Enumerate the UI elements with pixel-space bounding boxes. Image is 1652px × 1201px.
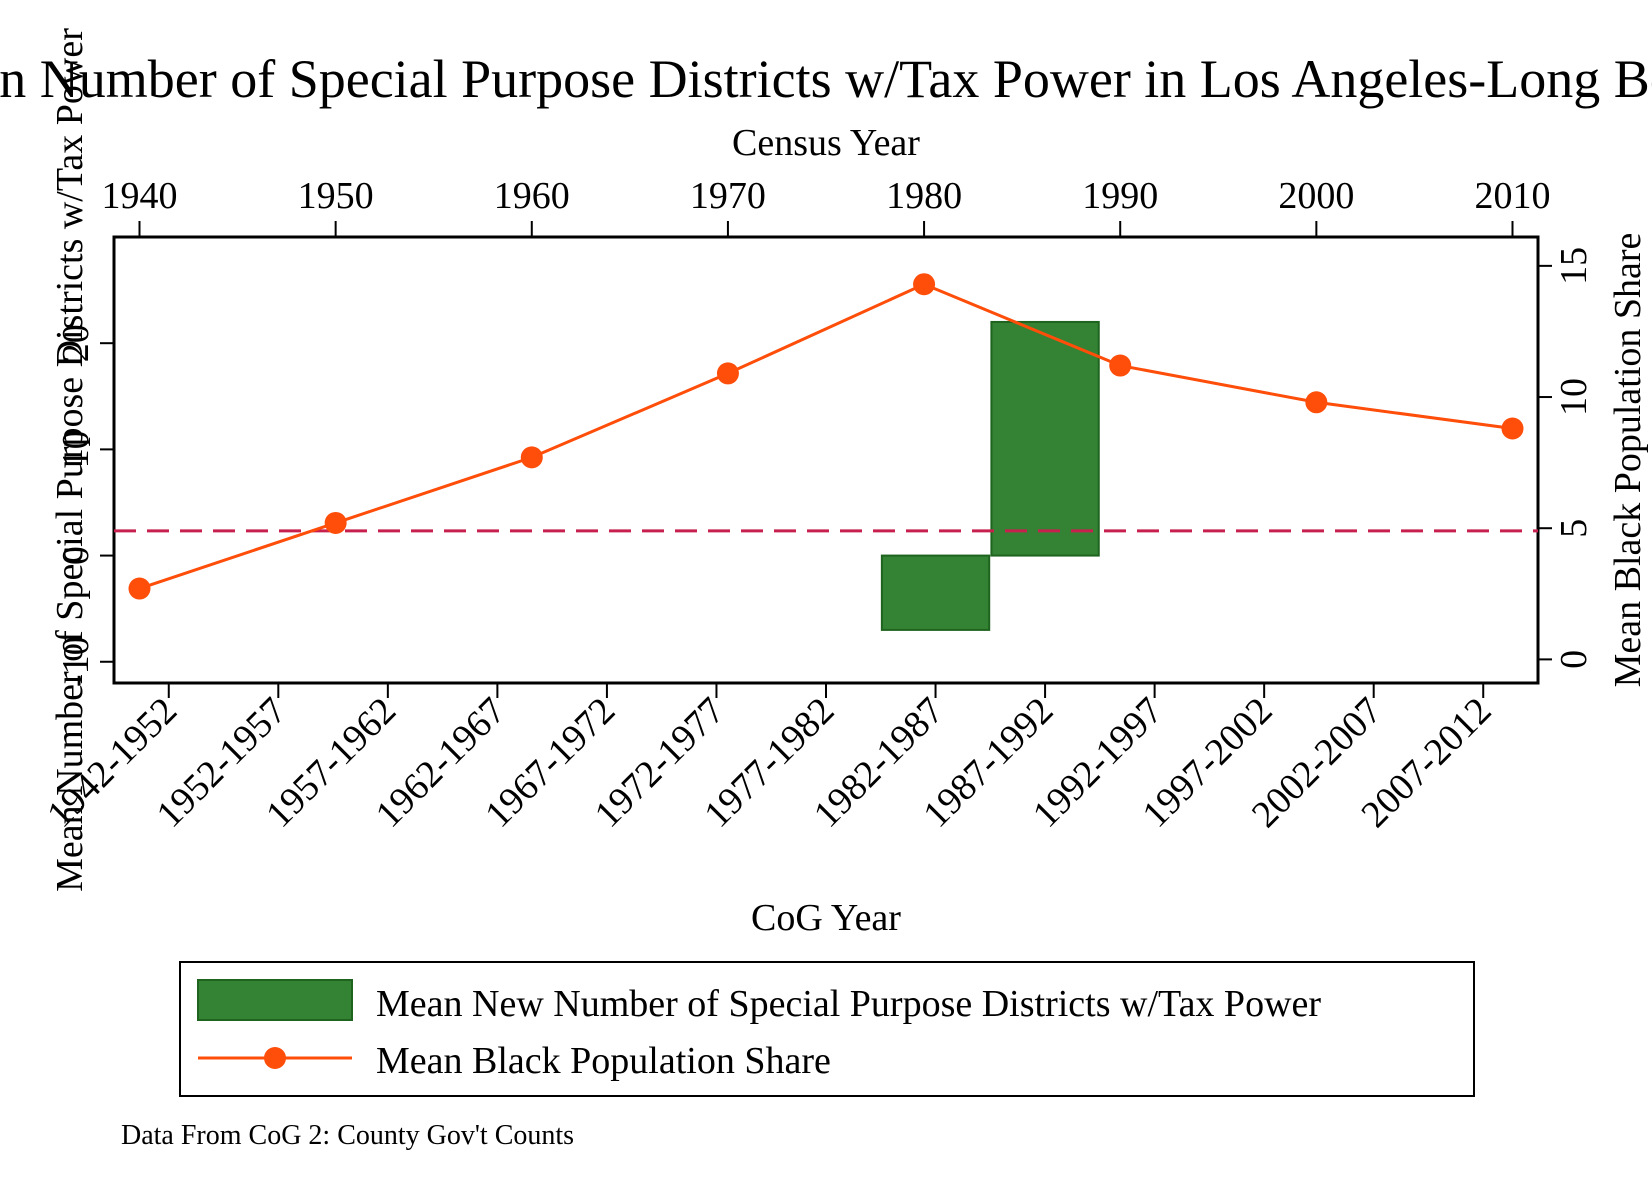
right-axis-ticks: 0 5 10 15 bbox=[1538, 247, 1595, 669]
line-point bbox=[1501, 417, 1524, 440]
legend: Mean New Number of Special Purpose Distr… bbox=[179, 961, 1475, 1097]
left-axis-ticks: -10 0 10 20 bbox=[55, 324, 114, 687]
line-point bbox=[324, 511, 347, 534]
left-axis-title: Mean Number of Special Purpose Districts… bbox=[49, 28, 91, 892]
top-tick-label: 1970 bbox=[690, 175, 766, 217]
right-tick-label: 10 bbox=[1553, 378, 1595, 416]
bottom-axis-title: CoG Year bbox=[751, 897, 901, 939]
line-point bbox=[1305, 391, 1328, 414]
legend-label-line: Mean Black Population Share bbox=[376, 1040, 831, 1082]
left-tick-label: -10 bbox=[55, 636, 97, 687]
left-tick-label: 10 bbox=[55, 430, 97, 468]
line-point bbox=[520, 446, 543, 469]
chart-title: Mean Number of Special Purpose Districts… bbox=[0, 49, 1652, 109]
line-point bbox=[913, 273, 936, 296]
bottom-axis-ticks: 1942-19521952-19571957-19621962-19671967… bbox=[39, 683, 1500, 836]
top-tick-label: 1990 bbox=[1082, 175, 1158, 217]
legend-line-marker bbox=[264, 1047, 286, 1069]
line-point bbox=[128, 577, 151, 600]
top-tick-label: 2000 bbox=[1278, 175, 1354, 217]
bar-series bbox=[880, 320, 1100, 631]
right-tick-label: 15 bbox=[1553, 247, 1595, 285]
legend-label-bars: Mean New Number of Special Purpose Distr… bbox=[376, 983, 1321, 1025]
top-axis-ticks: 1940 1950 1960 1970 1980 1990 2000 2010 bbox=[101, 175, 1551, 237]
plot-area bbox=[112, 235, 1540, 685]
source-note: Data From CoG 2: County Gov't Counts bbox=[121, 1120, 574, 1151]
left-tick-label: 20 bbox=[55, 324, 97, 362]
top-tick-label: 2010 bbox=[1475, 175, 1551, 217]
line-series bbox=[128, 273, 1524, 600]
left-tick-label: 0 bbox=[55, 546, 97, 565]
line-path bbox=[139, 282, 1513, 590]
top-tick-label: 1940 bbox=[101, 175, 177, 217]
legend-bar-swatch bbox=[197, 979, 353, 1021]
right-tick-label: 5 bbox=[1553, 519, 1595, 538]
right-axis-title: Mean Black Population Share bbox=[1607, 233, 1649, 688]
right-tick-label: 0 bbox=[1553, 650, 1595, 669]
legend-box bbox=[179, 961, 1475, 1097]
top-tick-label: 1980 bbox=[886, 175, 962, 217]
top-axis-title: Census Year bbox=[732, 122, 920, 164]
top-tick-label: 1960 bbox=[494, 175, 570, 217]
bar bbox=[880, 554, 991, 631]
line-point bbox=[716, 362, 739, 385]
line-point bbox=[1109, 354, 1132, 377]
top-tick-label: 1950 bbox=[298, 175, 374, 217]
bar bbox=[990, 320, 1100, 557]
